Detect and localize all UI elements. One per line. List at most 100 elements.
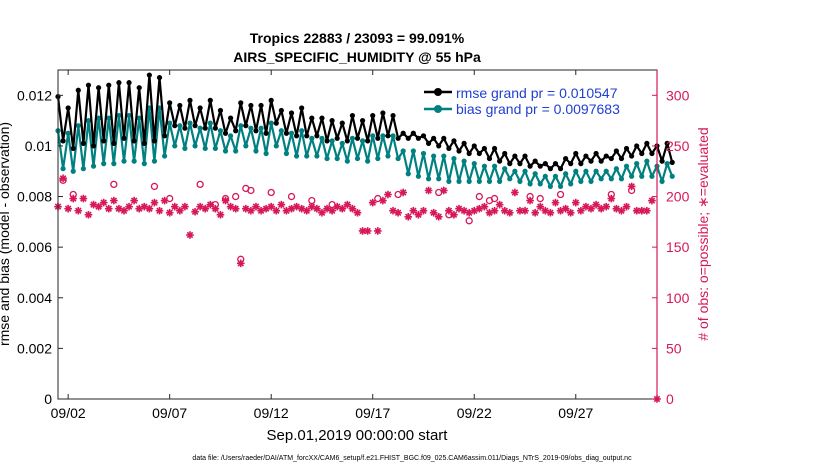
series-point-rmse: [588, 158, 594, 164]
series-point-bias: [202, 145, 208, 152]
obs-evaluated-point: [247, 206, 255, 215]
obs-evaluated-point: [409, 206, 418, 215]
obs-evaluated-point: [125, 202, 133, 211]
obs-evaluated-point: [439, 186, 448, 195]
series-point-bias: [278, 128, 284, 134]
series-point-rmse: [512, 153, 518, 159]
series-point-bias: [309, 135, 315, 141]
series-point-bias: [136, 115, 142, 121]
series-point-rmse: [415, 135, 422, 141]
series-point-bias: [537, 181, 543, 187]
obs-evaluated-point: [643, 206, 651, 215]
footer-data-file: data file: /Users/raeder/DAI/ATM_forcXX/…: [192, 455, 632, 462]
y-right-tick-label: 150: [666, 239, 690, 255]
obs-evaluated-point: [374, 227, 382, 235]
obs-possible-point: [69, 190, 77, 199]
series-point-rmse: [649, 150, 655, 157]
series-point-rmse: [233, 128, 239, 134]
obs-possible-point: [211, 200, 220, 209]
series-point-bias: [380, 133, 386, 139]
series-point-bias: [664, 161, 670, 167]
legend-label-rmse: rmse grand pr = 0.010547: [456, 85, 618, 101]
obs-evaluated-point: [348, 204, 357, 213]
obs-possible-point: [328, 200, 336, 209]
obs-evaluated-point: [277, 200, 286, 209]
series-point-rmse: [146, 72, 152, 78]
series-point-rmse: [669, 159, 675, 165]
series-point-bias: [131, 158, 137, 164]
obs-evaluated-point: [577, 206, 585, 215]
obs-evaluated-point: [490, 206, 499, 215]
series-point-bias: [162, 153, 168, 159]
obs-evaluated-point: [79, 194, 88, 203]
obs-possible-point: [237, 255, 245, 263]
x-tick-label: 09/22: [457, 405, 492, 421]
series-point-bias: [385, 153, 391, 159]
obs-evaluated-point: [592, 200, 600, 209]
series-point-bias: [339, 140, 345, 146]
series-point-rmse: [608, 155, 614, 162]
series-point-rmse: [664, 140, 670, 146]
series-point-rmse: [80, 140, 86, 146]
obs-evaluated-point: [511, 188, 519, 197]
series-point-rmse: [481, 145, 488, 152]
series-point-rmse: [283, 130, 290, 136]
series-point-bias: [167, 120, 173, 126]
series-point-rmse: [431, 135, 437, 141]
obs-possible-point: [607, 190, 615, 199]
series-point-rmse: [187, 97, 193, 103]
obs-possible-point: [196, 180, 204, 189]
obs-evaluated-point: [521, 206, 529, 215]
series-point-bias: [116, 112, 122, 119]
obs-possible-point: [490, 194, 499, 203]
obs-evaluated-point: [546, 208, 555, 217]
series-point-bias: [649, 173, 655, 179]
series-point-bias: [517, 178, 523, 184]
series-point-bias: [365, 158, 371, 164]
obs-evaluated-point: [566, 208, 575, 217]
obs-evaluated-point: [419, 206, 428, 215]
series-point-bias: [85, 118, 92, 124]
series-point-bias: [354, 155, 361, 162]
series-point-bias: [273, 143, 279, 149]
series-point-rmse: [547, 166, 553, 172]
series-point-rmse: [319, 115, 325, 121]
obs-evaluated-point: [531, 208, 539, 217]
series-point-rmse: [441, 135, 447, 141]
series-point-bias: [172, 143, 178, 149]
obs-possible-point: [232, 192, 240, 201]
obs-evaluated-point: [252, 202, 260, 211]
series-point-rmse: [248, 102, 254, 109]
series-point-bias: [375, 155, 381, 162]
series-point-bias: [65, 130, 71, 136]
series-point-rmse: [659, 158, 665, 164]
legend-marker-rmse: [434, 88, 442, 96]
series-point-rmse: [527, 163, 533, 169]
series-point-bias: [121, 158, 127, 164]
y-left-tick-label: 0.008: [17, 189, 52, 205]
obs-evaluated-point: [622, 202, 631, 211]
series-point-bias: [512, 168, 518, 174]
obs-evaluated-point: [587, 204, 595, 213]
series-point-rmse: [385, 133, 391, 139]
series-point-bias: [598, 176, 604, 182]
series-point-bias: [187, 120, 193, 126]
series-point-rmse: [471, 143, 477, 149]
series-point-bias: [629, 173, 635, 179]
series-point-rmse: [420, 133, 427, 139]
series-point-bias: [319, 135, 325, 141]
series-point-bias: [659, 178, 665, 184]
series-point-rmse: [212, 125, 218, 131]
series-point-rmse: [334, 135, 340, 141]
series-point-rmse: [65, 105, 71, 111]
series-point-rmse: [141, 140, 147, 146]
series-point-bias: [207, 120, 213, 126]
obs-evaluated-point: [84, 210, 93, 219]
y-right-tick-label: 300: [666, 87, 690, 103]
series-point-bias: [106, 115, 112, 121]
series-point-rmse: [227, 115, 234, 121]
series-point-bias: [522, 168, 528, 174]
obs-possible-point: [166, 194, 174, 203]
obs-count-series: [54, 174, 661, 403]
series-point-bias: [481, 163, 488, 169]
